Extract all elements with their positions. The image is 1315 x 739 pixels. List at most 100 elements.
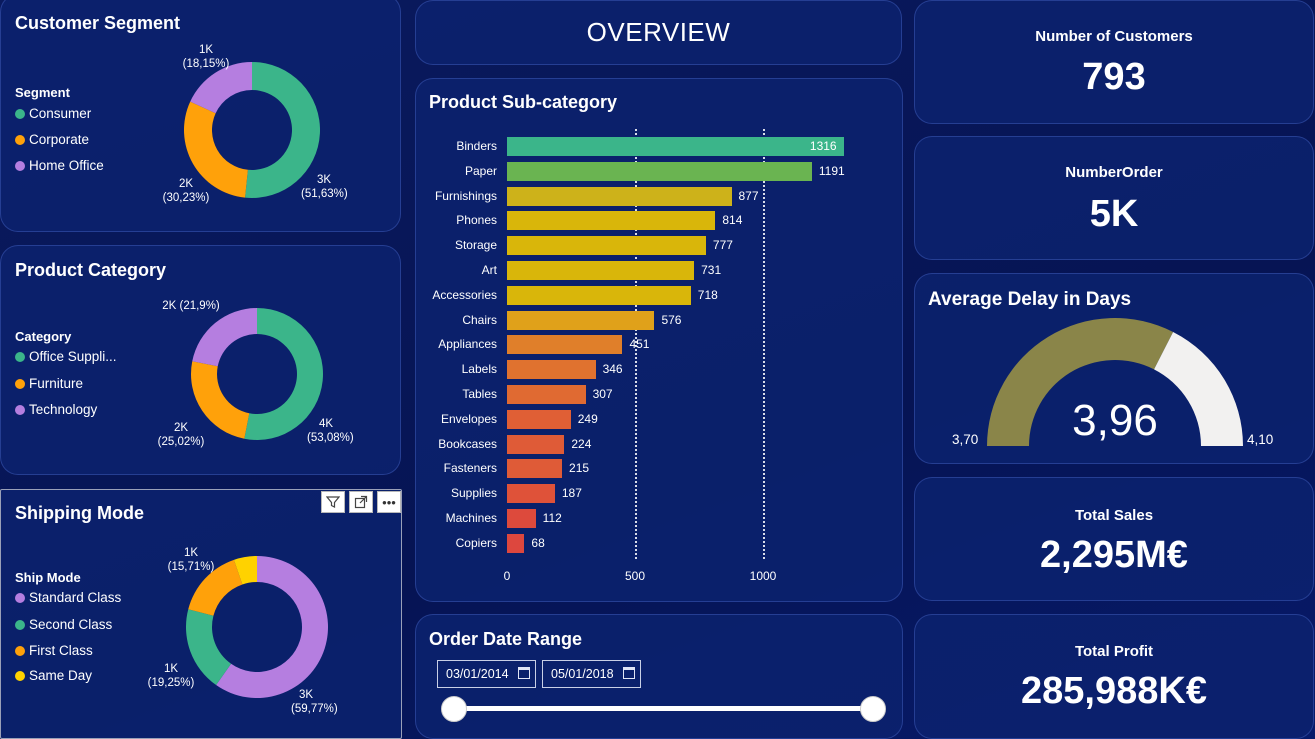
category-label: Machines (445, 511, 497, 525)
second-class-dot-icon (15, 619, 25, 630)
shipping-slice-3[interactable] (233, 556, 257, 585)
category-slice-0[interactable] (244, 308, 323, 440)
average-delay-card[interactable]: Average Delay in Days 3,96 3,70 4,10 (914, 273, 1314, 464)
customer-segment-card[interactable]: Customer Segment Segment Consumer Corpor… (0, 0, 401, 232)
more-options-icon[interactable]: ••• (377, 491, 401, 513)
legend-item-standard-class[interactable]: Standard Class (15, 590, 121, 605)
product-category-card[interactable]: Product Category Category Office Suppli.… (0, 245, 401, 475)
total-profit-card[interactable]: Total Profit 285,988K€ (914, 614, 1314, 739)
average-delay-title: Average Delay in Days (928, 289, 1132, 310)
filter-icon[interactable] (321, 491, 345, 513)
legend-label: Standard Class (29, 590, 122, 605)
category-label: Copiers (455, 535, 497, 550)
bar-machines[interactable] (507, 509, 536, 528)
legend-item-consumer[interactable]: Consumer (15, 106, 91, 121)
start-date-input[interactable]: 03/01/2014 (437, 660, 536, 688)
total-sales-card[interactable]: Total Sales 2,295M€ (914, 477, 1314, 601)
calendar-icon[interactable] (518, 667, 530, 679)
gauge-remaining-arc (1154, 331, 1243, 446)
segment-donut-chart[interactable] (183, 61, 321, 199)
bar-value-label: 1191 (818, 163, 845, 178)
bar-furnishings[interactable] (507, 186, 732, 206)
segment-label-corporate: 2K (30,23%) (162, 178, 210, 204)
product-subcategory-title: Product Sub-category (429, 92, 618, 112)
category-label-technology: 2K (21,9%) (162, 300, 220, 312)
category-label: Tables (462, 387, 497, 401)
date-range-slider-end-handle[interactable] (860, 696, 886, 722)
product-subcategory-card[interactable]: Product Sub-category 0 500 1000 Binders 1316… (415, 78, 903, 602)
average-delay-gauge[interactable] (915, 274, 1315, 465)
category-slice-2[interactable] (192, 308, 257, 367)
legend-label: Technology (29, 402, 98, 417)
total-profit-value: 285,988K€ (1021, 670, 1207, 712)
furniture-dot-icon (15, 378, 25, 389)
date-range-slider-start-handle[interactable] (441, 696, 467, 722)
number-order-card[interactable]: NumberOrder 5K (914, 136, 1314, 260)
category-label: Paper (464, 163, 497, 178)
segment-legend-title: Segment (15, 85, 70, 100)
category-label: Storage (454, 238, 497, 253)
shipping-slice-0[interactable] (216, 556, 328, 698)
office-supplies-dot-icon (15, 351, 25, 362)
bar-tables[interactable] (507, 385, 586, 404)
date-range-slider-track[interactable] (454, 706, 874, 711)
segment-slice-2[interactable] (190, 62, 252, 114)
bar-paper[interactable] (507, 161, 812, 181)
number-of-customers-title: Number of Customers (1035, 28, 1193, 45)
segment-slice-1[interactable] (184, 101, 248, 198)
category-label: Chairs (462, 312, 497, 327)
bar-binders[interactable] (507, 137, 844, 156)
bar-value-label: 451 (629, 337, 650, 352)
bar-copiers[interactable] (507, 533, 525, 553)
number-order-title: NumberOrder (1065, 164, 1163, 181)
legend-item-furniture[interactable]: Furniture (15, 376, 83, 391)
legend-item-second-class[interactable]: Second Class (15, 617, 112, 632)
legend-item-same-day[interactable]: Same Day (15, 668, 92, 683)
x-tick-label: 500 (624, 569, 646, 583)
shipping-slice-2[interactable] (188, 559, 243, 616)
order-date-range-card[interactable]: Order Date Range 03/01/2014 05/01/2018 (415, 614, 903, 739)
bar-envelopes[interactable] (507, 409, 571, 429)
gauge-value: 3,96 (1072, 396, 1158, 445)
end-date-value: 05/01/2018 (551, 667, 614, 681)
bar-storage[interactable] (507, 236, 706, 256)
category-label-furniture: 2K (25,02%) (157, 422, 205, 448)
legend-item-home-office[interactable]: Home Office (15, 158, 104, 173)
end-date-input[interactable]: 05/01/2018 (542, 660, 641, 688)
shipping-slice-1[interactable] (186, 609, 232, 686)
number-of-customers-value: 793 (1082, 56, 1146, 98)
bar-art[interactable] (507, 261, 695, 280)
shipping-donut-chart[interactable] (186, 556, 328, 698)
focus-mode-icon[interactable] (349, 491, 373, 513)
legend-label: Corporate (29, 132, 90, 147)
legend-item-office-supplies[interactable]: Office Suppli... (15, 349, 117, 364)
bar-value-label: 814 (722, 213, 743, 228)
legend-item-corporate[interactable]: Corporate (15, 132, 89, 147)
overview-title: OVERVIEW (586, 17, 731, 47)
bar-accessories[interactable] (507, 285, 691, 305)
category-slice-1[interactable] (190, 361, 250, 439)
shipping-mode-card[interactable]: ••• Shipping Mode Ship Mode Standard Cla… (0, 489, 402, 739)
number-of-customers-card[interactable]: Number of Customers 793 (914, 0, 1314, 124)
legend-label: Home Office (29, 158, 104, 173)
bar-supplies[interactable] (507, 484, 555, 504)
bar-labels[interactable] (507, 360, 596, 380)
x-tick-label: 1000 (749, 569, 777, 583)
segment-slice-0[interactable] (245, 62, 320, 198)
start-date-value: 03/01/2014 (446, 667, 509, 681)
bar-fasteners[interactable] (507, 459, 563, 479)
ship-mode-legend-title: Ship Mode (15, 570, 81, 585)
category-label: Envelopes (440, 411, 497, 426)
bar-appliances[interactable] (507, 335, 623, 355)
bar-value-label: 576 (661, 312, 682, 327)
legend-item-first-class[interactable]: First Class (15, 643, 93, 658)
bar-phones[interactable] (507, 211, 716, 231)
category-donut-chart[interactable] (190, 307, 324, 441)
bar-chairs[interactable] (507, 310, 655, 330)
category-label: Binders (456, 139, 497, 153)
bar-bookcases[interactable] (507, 434, 565, 454)
calendar-icon[interactable] (623, 667, 635, 679)
legend-item-technology[interactable]: Technology (15, 402, 97, 417)
corporate-dot-icon (15, 134, 25, 145)
product-category-title: Product Category (15, 260, 167, 280)
